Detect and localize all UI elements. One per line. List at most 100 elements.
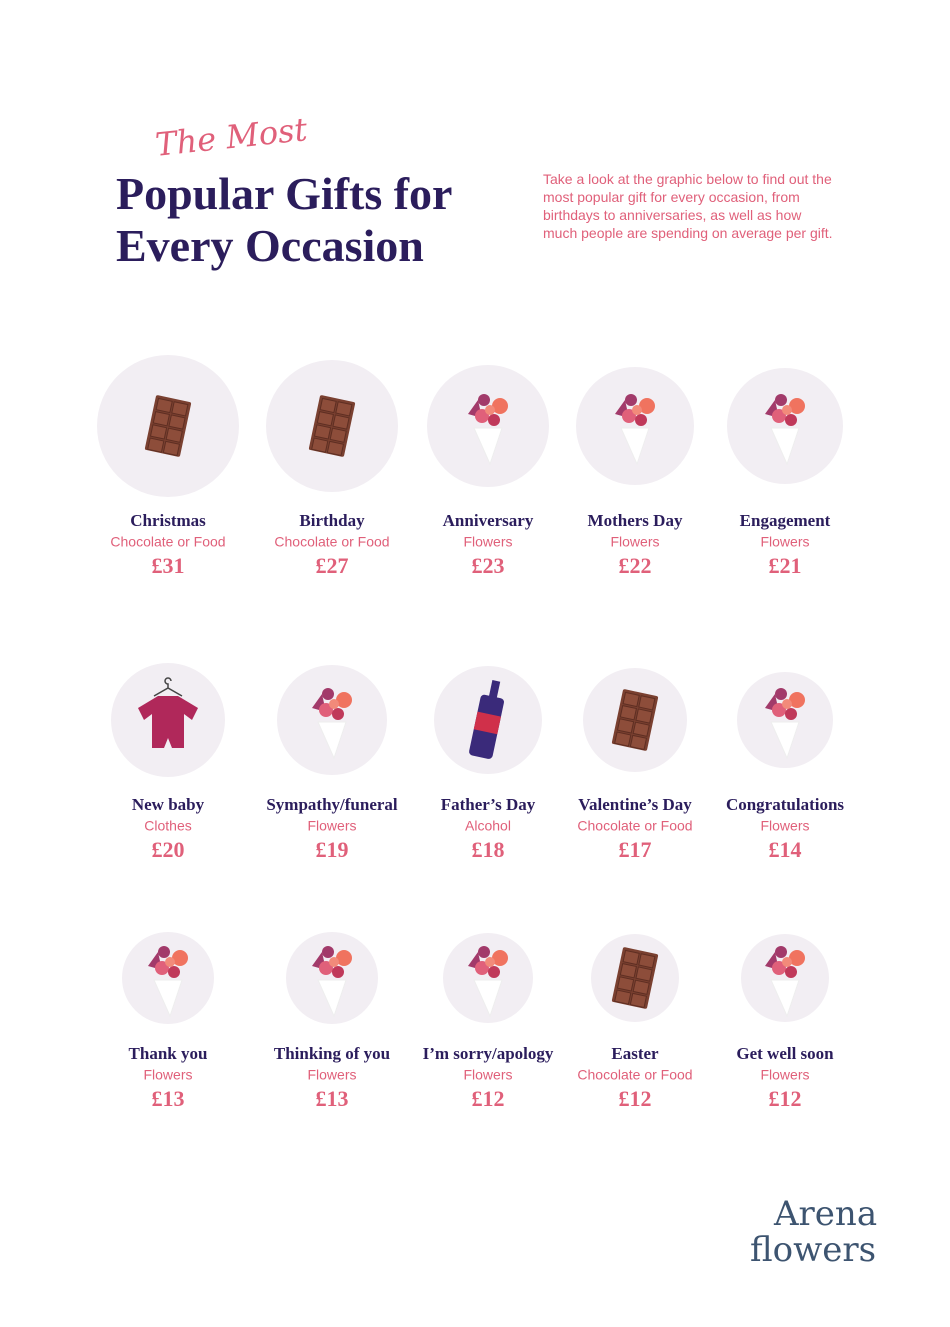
price: £14 — [769, 837, 802, 862]
bar-piece — [149, 424, 168, 440]
icon — [148, 946, 188, 1018]
price: £23 — [472, 553, 505, 578]
gift: Flowers — [610, 534, 659, 550]
flower — [492, 950, 508, 966]
bar-piece — [316, 411, 335, 427]
gift-card: Engagement Flowers £21 — [727, 368, 843, 578]
flower — [785, 966, 797, 978]
gift: Chocolate or Food — [577, 818, 692, 834]
bar-piece — [332, 414, 350, 430]
occasion: Get well soon — [736, 1044, 834, 1063]
price: £12 — [769, 1086, 802, 1111]
flower — [475, 409, 489, 423]
gift: Flowers — [760, 818, 809, 834]
bar-piece — [162, 440, 181, 457]
logo-line: Arena — [774, 1194, 878, 1234]
flower — [336, 950, 352, 966]
price: £12 — [472, 1086, 505, 1111]
gift-card: I’m sorry/apology Flowers £12 — [423, 933, 554, 1111]
bottle-label — [473, 711, 501, 735]
flower — [172, 950, 188, 966]
bar-piece — [168, 414, 186, 430]
gift-card: Sympathy/funeral Flowers £19 — [266, 665, 398, 862]
bouquet-wrap — [620, 427, 650, 466]
bouquet-wrap — [317, 979, 347, 1018]
gift-card: Easter Chocolate or Food £12 — [577, 934, 693, 1111]
gift-card: Mothers Day Flowers £22 — [576, 367, 694, 578]
flower — [785, 414, 797, 426]
icon-circle — [122, 932, 214, 1024]
bar-piece — [638, 695, 656, 711]
icon — [765, 688, 805, 760]
flower — [492, 398, 508, 414]
gift: Flowers — [760, 1067, 809, 1083]
icon — [611, 947, 659, 1009]
bar-piece — [329, 427, 347, 443]
bar-piece — [319, 397, 337, 414]
bar-piece — [171, 401, 189, 417]
price: £20 — [152, 837, 185, 862]
icon — [611, 689, 659, 751]
title: Popular Gifts for Every Occasion — [116, 168, 452, 272]
occasion: Anniversary — [443, 511, 534, 530]
bar-piece — [629, 992, 648, 1009]
flower — [485, 957, 495, 967]
flower — [319, 703, 333, 717]
flower — [782, 957, 792, 967]
bouquet-wrap — [153, 979, 183, 1018]
bar-piece — [619, 963, 638, 979]
bar-piece — [619, 705, 638, 721]
flower — [772, 961, 786, 975]
gift-card: Thinking of you Flowers £13 — [274, 932, 390, 1111]
bar-piece — [616, 718, 635, 734]
gift: Flowers — [143, 1067, 192, 1083]
bar-piece — [614, 731, 632, 747]
flower — [488, 414, 500, 426]
flower — [478, 394, 490, 406]
flower — [332, 708, 344, 720]
bar-piece — [147, 437, 165, 453]
occasion: Birthday — [299, 511, 365, 530]
icon — [308, 395, 356, 457]
icon-circle — [737, 672, 833, 768]
flower — [772, 703, 786, 717]
bar-piece — [313, 424, 332, 440]
occasion: Sympathy/funeral — [266, 795, 398, 814]
icon — [312, 688, 352, 760]
description: Take a look at the graphic below to find… — [543, 171, 833, 241]
flower — [622, 409, 636, 423]
gift-card: Birthday Chocolate or Food £27 — [266, 360, 398, 578]
hanger — [153, 677, 183, 697]
flower — [772, 409, 786, 423]
gift: Flowers — [463, 534, 512, 550]
gift-card: Christmas Chocolate or Food £31 — [97, 355, 239, 578]
price: £27 — [316, 553, 349, 578]
price: £13 — [152, 1086, 185, 1111]
bottle-neck — [488, 680, 501, 700]
bar-piece — [632, 979, 650, 995]
flower — [775, 394, 787, 406]
icon-circle — [277, 665, 387, 775]
gift: Clothes — [144, 818, 191, 834]
icon-circle — [427, 365, 549, 487]
flower — [789, 398, 805, 414]
gift-card: Congratulations Flowers £14 — [726, 672, 844, 862]
occasion: Thinking of you — [274, 1044, 390, 1063]
flower — [155, 961, 169, 975]
title-line: Popular Gifts for — [116, 168, 453, 219]
icon — [765, 946, 805, 1018]
icon-circle — [286, 932, 378, 1024]
bar-piece — [635, 708, 653, 724]
chocolate-bar — [144, 395, 192, 457]
gift: Flowers — [307, 818, 356, 834]
gift-card: Father’s Day Alcohol £18 — [434, 666, 542, 862]
icon — [144, 395, 192, 457]
flower — [782, 699, 792, 709]
icon — [312, 946, 352, 1018]
price: £17 — [619, 837, 652, 862]
bar-piece — [326, 440, 345, 457]
price: £18 — [472, 837, 505, 862]
gift: Chocolate or Food — [274, 534, 389, 550]
